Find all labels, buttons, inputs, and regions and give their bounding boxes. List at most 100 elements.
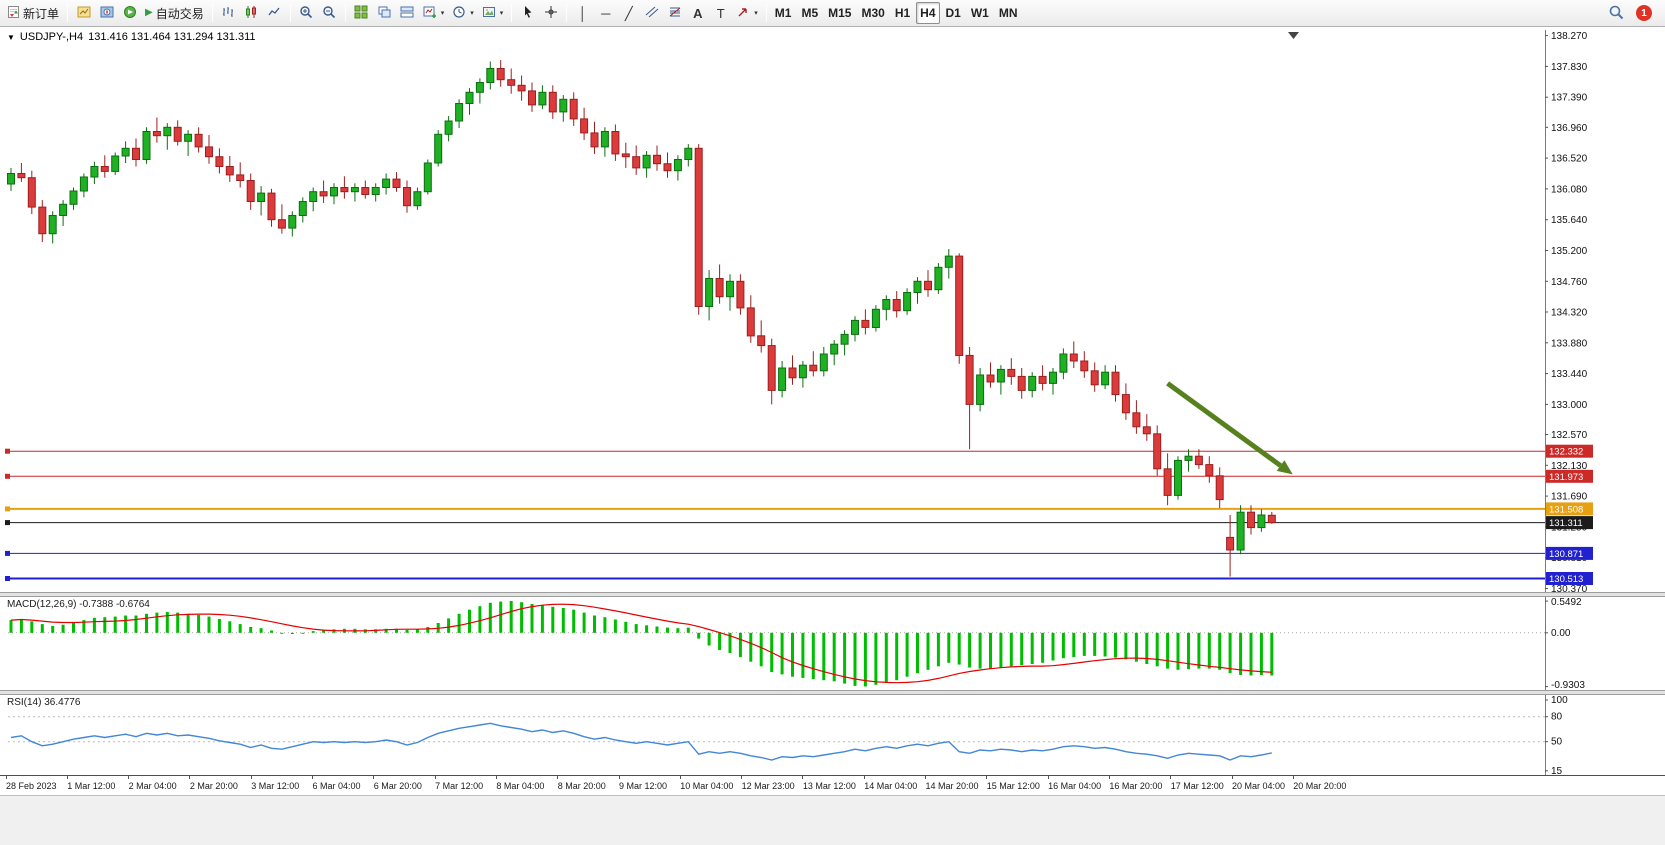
candle bbox=[69, 190, 78, 205]
timeframe-button-d1[interactable]: D1 bbox=[942, 2, 965, 24]
main-chart-pane[interactable]: 138.270 137.830 137.390 136.960 136.520 136.0… bbox=[0, 30, 1665, 592]
level-handle[interactable] bbox=[5, 506, 10, 512]
horizontal-line-tool-button[interactable]: ─ bbox=[594, 2, 617, 24]
arrange-windows-button[interactable] bbox=[396, 2, 419, 24]
timeframe-button-h1[interactable]: H1 bbox=[891, 2, 914, 24]
market-watch-button[interactable] bbox=[72, 2, 95, 24]
candle bbox=[559, 98, 568, 113]
templates-button[interactable]: ▾ bbox=[478, 2, 508, 24]
pane-divider[interactable] bbox=[0, 592, 1665, 597]
timeframe-button-m30[interactable]: M30 bbox=[857, 2, 888, 24]
candle bbox=[892, 299, 901, 312]
macd-histogram-bar bbox=[1270, 632, 1274, 676]
trend-arrow-head[interactable] bbox=[1276, 460, 1293, 475]
candle bbox=[1236, 511, 1245, 551]
macd-name: MACD(12,26,9) bbox=[7, 599, 77, 610]
trend-arrow[interactable] bbox=[1166, 381, 1282, 468]
macd-histogram-bar bbox=[82, 620, 86, 633]
timeframe-button-h4[interactable]: H4 bbox=[916, 2, 940, 24]
periods-button[interactable]: ▾ bbox=[448, 2, 478, 24]
terminal-button[interactable] bbox=[118, 2, 141, 24]
new-order-button[interactable]: 新订单 bbox=[3, 2, 63, 24]
new-chart-button[interactable]: ▾ bbox=[419, 2, 449, 24]
candlestick-chart-button[interactable] bbox=[240, 2, 263, 24]
candle bbox=[851, 319, 859, 335]
candle bbox=[1069, 353, 1078, 362]
price-axis-tick: 135.200 bbox=[1551, 246, 1588, 257]
autotrading-button[interactable]: ▶ 自动交易 bbox=[141, 2, 208, 24]
crosshair-tool-button[interactable] bbox=[539, 2, 562, 24]
candle bbox=[465, 91, 474, 104]
candle bbox=[298, 201, 307, 216]
notification-badge[interactable]: 1 bbox=[1636, 5, 1652, 21]
level-handle[interactable] bbox=[5, 576, 10, 581]
candle bbox=[173, 126, 182, 142]
candle bbox=[538, 91, 547, 106]
timeframe-button-mn[interactable]: MN bbox=[995, 2, 1022, 24]
vertical-line-tool-button[interactable]: │ bbox=[571, 2, 594, 24]
macd-histogram-bar bbox=[1259, 632, 1263, 675]
cascade-windows-button[interactable] bbox=[373, 2, 396, 24]
timeframe-button-m15[interactable]: M15 bbox=[824, 2, 855, 24]
bar-chart-button[interactable] bbox=[217, 2, 240, 24]
macd-histogram-bar bbox=[1051, 632, 1055, 661]
fibonacci-tool-button[interactable] bbox=[663, 2, 686, 24]
time-axis-tick bbox=[495, 776, 497, 779]
rsi-axis-tick: 50 bbox=[1551, 737, 1563, 748]
pane-divider[interactable] bbox=[0, 690, 1665, 695]
navigator-button[interactable] bbox=[95, 2, 118, 24]
timeframe-button-w1[interactable]: W1 bbox=[967, 2, 993, 24]
cursor-tool-button[interactable] bbox=[516, 2, 539, 24]
macd-histogram-bar bbox=[1145, 632, 1149, 664]
candle bbox=[767, 345, 776, 391]
line-chart-button[interactable] bbox=[263, 2, 286, 24]
candle bbox=[548, 91, 557, 113]
rsi-pane[interactable]: 100 80 50 15 bbox=[0, 695, 1665, 775]
macd-pane[interactable]: 0.5492 0.00 -0.9303 bbox=[0, 597, 1665, 690]
level-handle[interactable] bbox=[5, 448, 10, 454]
arrows-tool-button[interactable]: ▾ bbox=[732, 2, 762, 24]
zoom-in-button[interactable] bbox=[295, 2, 318, 24]
time-axis-tick bbox=[128, 776, 130, 779]
macd-histogram-bar bbox=[165, 612, 169, 633]
rsi-line bbox=[10, 722, 1272, 761]
candle bbox=[1028, 375, 1037, 391]
search-button[interactable] bbox=[1604, 2, 1628, 24]
macd-histogram-bar bbox=[1103, 632, 1107, 657]
macd-histogram-bar bbox=[843, 632, 847, 684]
timeframe-button-m1[interactable]: M1 bbox=[771, 2, 796, 24]
candle bbox=[27, 177, 36, 208]
candle bbox=[132, 147, 140, 161]
svg-text:130.513: 130.513 bbox=[1549, 574, 1583, 585]
macd-histogram-bar bbox=[738, 632, 742, 658]
candle bbox=[475, 82, 484, 93]
channel-tool-button[interactable] bbox=[640, 2, 663, 24]
macd-histogram-bar bbox=[572, 609, 576, 633]
candle bbox=[986, 374, 995, 383]
price-level-badge bbox=[1546, 444, 1593, 458]
trendline-tool-button[interactable]: ╱ bbox=[617, 2, 640, 24]
level-handle[interactable] bbox=[5, 550, 10, 556]
zoom-out-button[interactable] bbox=[318, 2, 341, 24]
macd-histogram-bar bbox=[197, 614, 201, 633]
macd-histogram-bar bbox=[290, 632, 294, 634]
candle bbox=[757, 335, 766, 347]
label-tool-button[interactable]: T bbox=[709, 2, 732, 24]
timeframe-button-m5[interactable]: M5 bbox=[797, 2, 822, 24]
macd-histogram-bar bbox=[1176, 632, 1180, 670]
time-axis[interactable]: 28 Feb 2023 1 Mar 12:00 2 Mar 04:00 2 Mar 2… bbox=[0, 775, 1665, 795]
tile-windows-button[interactable] bbox=[350, 2, 373, 24]
candle bbox=[100, 166, 109, 172]
chart-shift-marker[interactable] bbox=[1288, 32, 1299, 39]
text-tool-button[interactable]: A bbox=[686, 2, 709, 24]
svg-text:131.508: 131.508 bbox=[1549, 504, 1583, 515]
chart-menu-icon[interactable]: ▼ bbox=[7, 32, 15, 42]
time-axis-tick bbox=[250, 776, 252, 779]
level-handle[interactable] bbox=[5, 473, 10, 479]
macd-histogram-bar bbox=[1124, 632, 1128, 660]
level-handle[interactable] bbox=[5, 520, 10, 526]
candle bbox=[673, 159, 682, 172]
macd-histogram-bar bbox=[1061, 632, 1065, 659]
time-axis-label: 8 Mar 04:00 bbox=[496, 781, 545, 791]
new-order-label: 新订单 bbox=[23, 6, 60, 21]
